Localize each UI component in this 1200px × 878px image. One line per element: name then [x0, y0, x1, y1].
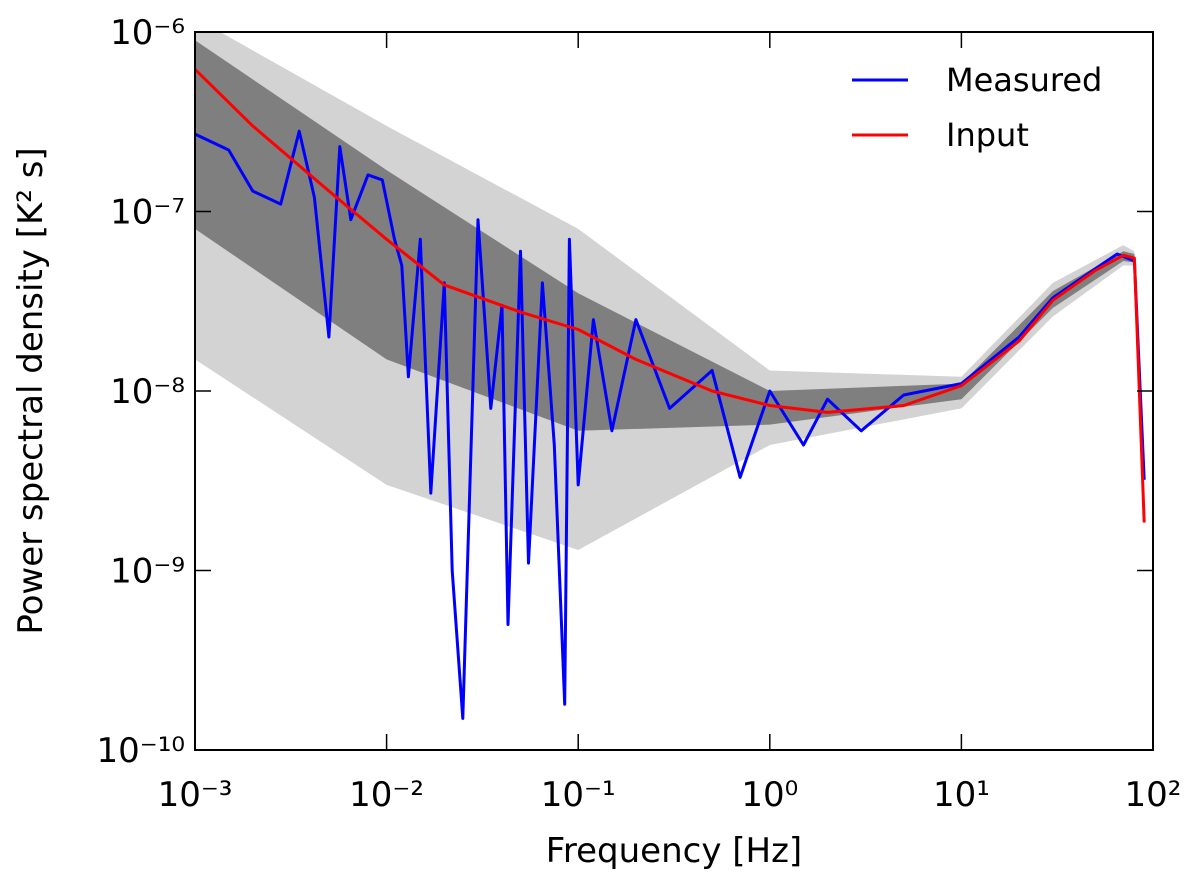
legend-label: Measured: [946, 61, 1102, 99]
y-tick-label: 10⁻⁹: [110, 552, 185, 592]
x-tick-label: 10⁻³: [158, 775, 233, 815]
x-tick-label: 10⁻¹: [541, 775, 616, 815]
y-tick-label: 10⁻⁸: [110, 372, 185, 412]
x-tick-label: 10⁰: [741, 775, 798, 815]
x-axis-label: Frequency [Hz]: [546, 831, 802, 871]
legend-label: Input: [946, 116, 1029, 154]
x-tick-label: 10⁻²: [349, 775, 424, 815]
band: [195, 32, 1145, 550]
y-tick-label: 10⁻⁷: [110, 193, 185, 233]
x-tick-label: 10¹: [933, 775, 990, 815]
x-tick-label: 10²: [1125, 775, 1182, 815]
y-tick-label: 10⁻¹⁰: [97, 731, 185, 771]
plot-content: [195, 32, 1146, 720]
series-line: [195, 68, 1146, 523]
y-tick-label: 10⁻⁶: [110, 13, 185, 53]
y-axis-label: Power spectral density [K² s]: [11, 147, 51, 634]
